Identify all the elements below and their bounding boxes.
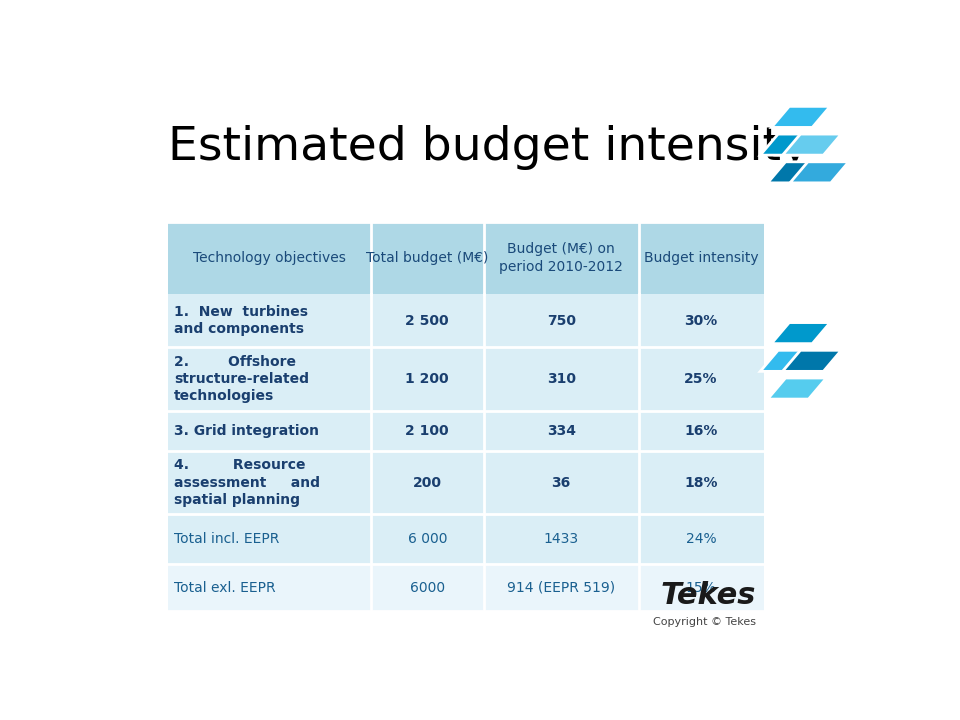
Bar bbox=[168, 347, 763, 410]
Text: 4.         Resource
assessment     and
spatial planning: 4. Resource assessment and spatial plann… bbox=[175, 458, 321, 507]
Polygon shape bbox=[760, 351, 819, 372]
Text: 334: 334 bbox=[546, 423, 576, 438]
Text: Estimated budget intensity: Estimated budget intensity bbox=[168, 125, 809, 170]
Text: 310: 310 bbox=[546, 372, 576, 386]
Text: 16%: 16% bbox=[684, 423, 718, 438]
Bar bbox=[168, 514, 763, 564]
Text: 3. Grid integration: 3. Grid integration bbox=[175, 423, 320, 438]
Text: 6000: 6000 bbox=[410, 581, 444, 595]
Text: 914 (EEPR 519): 914 (EEPR 519) bbox=[507, 581, 615, 595]
Bar bbox=[168, 410, 763, 451]
Polygon shape bbox=[782, 134, 841, 155]
Text: 18%: 18% bbox=[684, 475, 718, 490]
Text: 36: 36 bbox=[552, 475, 571, 490]
Text: 2 100: 2 100 bbox=[405, 423, 449, 438]
Bar bbox=[168, 564, 763, 611]
Text: Tekes: Tekes bbox=[660, 581, 756, 611]
Text: 200: 200 bbox=[413, 475, 442, 490]
Polygon shape bbox=[790, 162, 849, 183]
Text: 30%: 30% bbox=[684, 314, 718, 328]
Text: 2.        Offshore
structure-related
technologies: 2. Offshore structure-related technologi… bbox=[175, 354, 309, 403]
Bar bbox=[168, 451, 763, 514]
Bar bbox=[168, 222, 763, 294]
Text: Copyright © Tekes: Copyright © Tekes bbox=[653, 617, 756, 627]
Text: 2 500: 2 500 bbox=[405, 314, 449, 328]
Text: Total incl. EEPR: Total incl. EEPR bbox=[175, 532, 279, 546]
Text: Total budget (M€): Total budget (M€) bbox=[366, 251, 489, 265]
Bar bbox=[168, 294, 763, 347]
Text: Budget intensity: Budget intensity bbox=[644, 251, 758, 265]
Text: 1433: 1433 bbox=[543, 532, 579, 546]
Polygon shape bbox=[772, 323, 830, 343]
Text: 1 200: 1 200 bbox=[405, 372, 449, 386]
Text: Budget (M€) on
period 2010-2012: Budget (M€) on period 2010-2012 bbox=[499, 242, 623, 274]
Polygon shape bbox=[760, 134, 819, 155]
Polygon shape bbox=[782, 351, 841, 372]
Text: 6 000: 6 000 bbox=[408, 532, 447, 546]
Polygon shape bbox=[768, 162, 827, 183]
Text: 750: 750 bbox=[546, 314, 576, 328]
Text: Total exl. EEPR: Total exl. EEPR bbox=[175, 581, 276, 595]
Polygon shape bbox=[768, 378, 827, 399]
Text: 15%: 15% bbox=[685, 581, 716, 595]
Text: 1.  New  turbines
and components: 1. New turbines and components bbox=[175, 305, 308, 336]
Polygon shape bbox=[772, 107, 830, 127]
Text: Technology objectives: Technology objectives bbox=[193, 251, 346, 265]
Text: 25%: 25% bbox=[684, 372, 718, 386]
Text: 24%: 24% bbox=[685, 532, 716, 546]
